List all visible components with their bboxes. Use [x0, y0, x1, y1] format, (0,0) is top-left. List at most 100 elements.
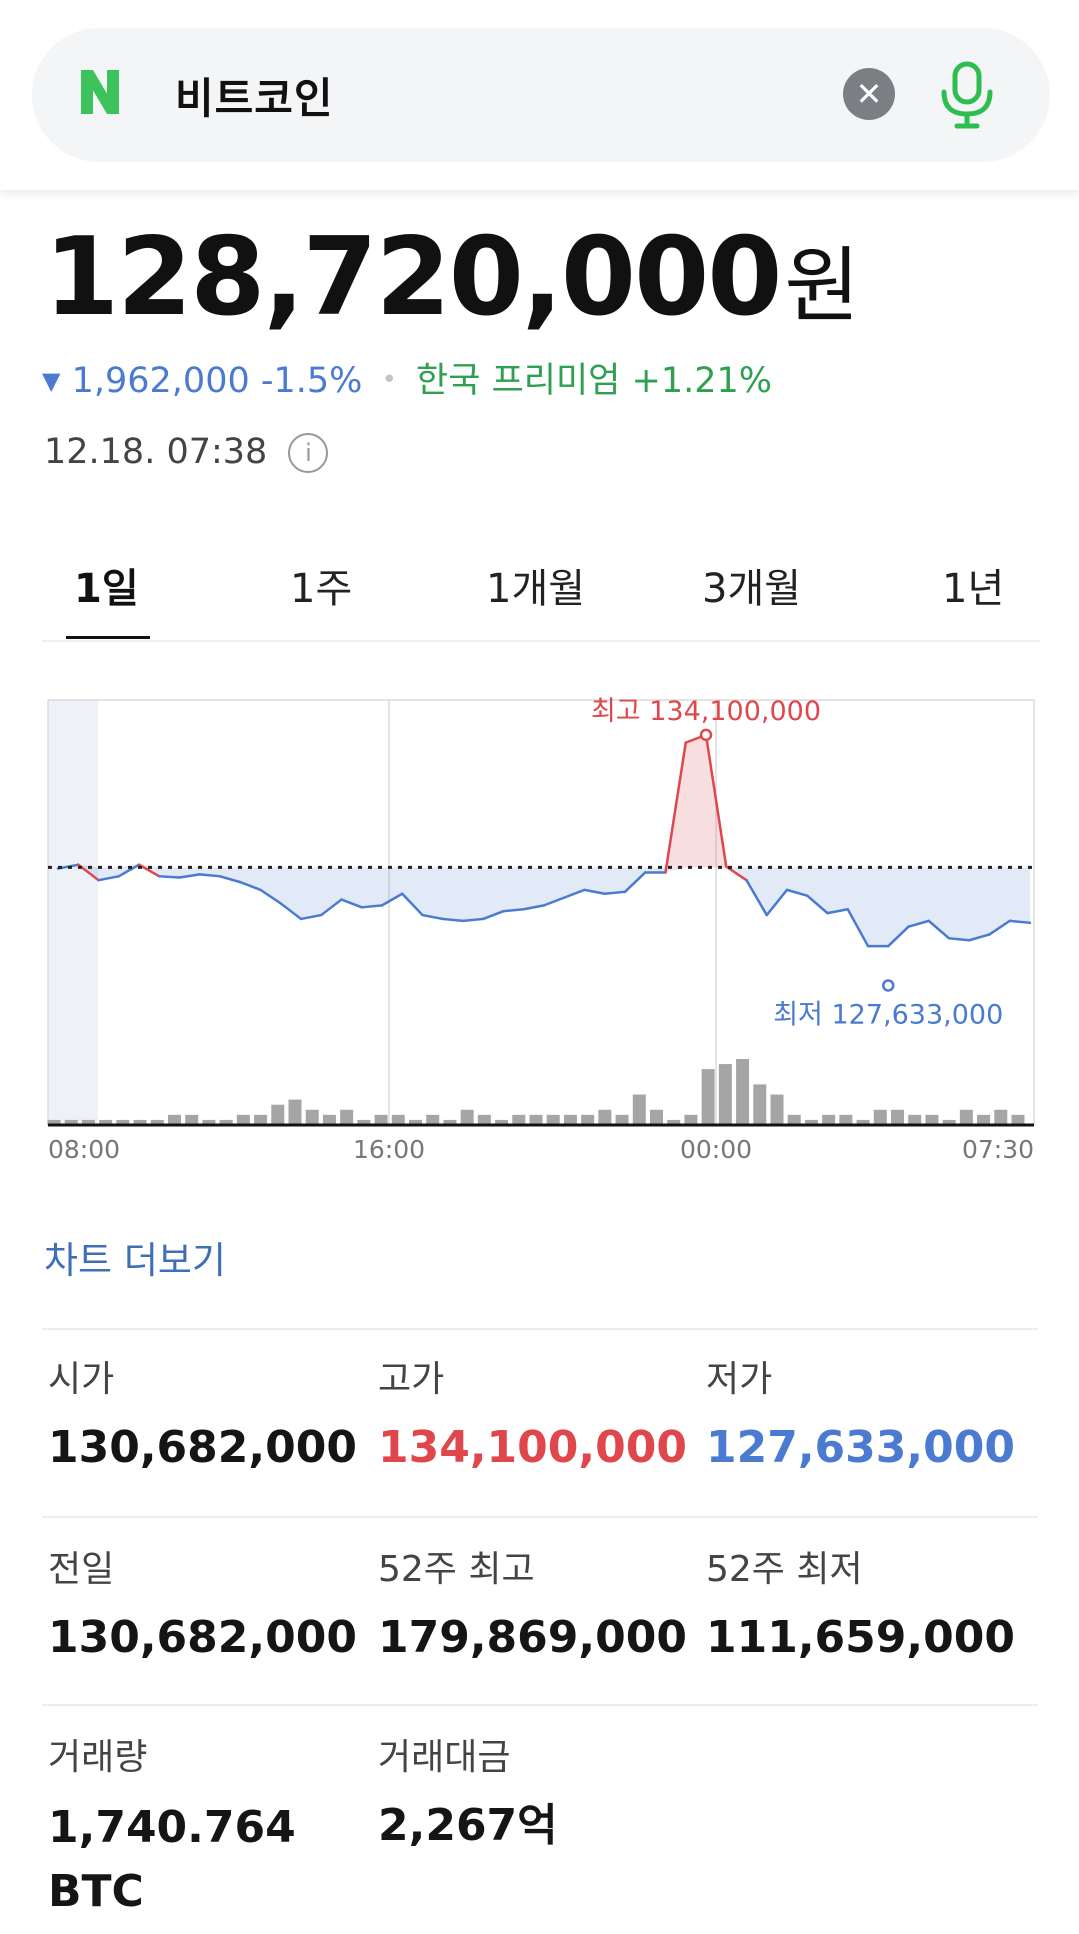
volume-bar — [409, 1119, 422, 1125]
stat-label: 시가 — [48, 1359, 115, 1400]
divider — [42, 1516, 1038, 1518]
volume-bar — [64, 1119, 78, 1125]
stat-prev-close: 전일 130,682,000 — [48, 1546, 357, 1668]
volume-bar — [374, 1114, 388, 1125]
price-line-segment — [178, 873, 201, 879]
volume-bar — [581, 1114, 595, 1125]
stat-52w-high: 52주 최고 179,869,000 — [378, 1546, 687, 1668]
price-line-segment — [259, 888, 282, 905]
stat-open: 시가 130,682,000 — [48, 1356, 357, 1478]
volume-bar — [426, 1114, 440, 1125]
tab-1week[interactable]: 1주 — [290, 566, 353, 612]
volume-bar — [701, 1069, 715, 1125]
price-line-segment — [117, 863, 141, 878]
stat-value: 1,740.764 BTC — [48, 1802, 296, 1917]
stat-52w-low: 52주 최저 111,659,000 — [706, 1546, 1015, 1668]
volume-bar — [443, 1119, 457, 1125]
volume-bar — [357, 1119, 371, 1125]
stat-label: 저가 — [706, 1359, 773, 1400]
x-tick-label: 08:00 — [48, 1135, 120, 1164]
stat-label: 전일 — [48, 1549, 115, 1590]
tab-3month[interactable]: 3개월 — [702, 566, 802, 612]
high-label: 최고 134,100,000 — [591, 696, 821, 727]
tab-1month[interactable]: 1개월 — [486, 566, 586, 612]
volume-bar — [150, 1119, 164, 1125]
tab-1day[interactable]: 1일 — [74, 566, 139, 612]
volume-bar — [753, 1084, 767, 1125]
volume-bar — [632, 1094, 646, 1125]
volume-bar — [271, 1104, 285, 1125]
stat-trade-amount: 거래대금 2,267억 — [378, 1734, 558, 1856]
volume-bar — [891, 1109, 904, 1125]
price-line-segment — [421, 913, 444, 921]
price-line-segment — [947, 937, 971, 942]
current-price: 128,720,000원 — [44, 218, 860, 347]
price-line-segment — [887, 925, 910, 948]
microphone-icon[interactable] — [935, 58, 1001, 132]
x-tick-label: 07:30 — [962, 1135, 1034, 1164]
price-line-segment — [1008, 919, 1032, 925]
volume-bar — [477, 1114, 491, 1125]
volume-bar — [236, 1114, 250, 1125]
info-icon[interactable]: i — [288, 433, 329, 473]
below-reference-fill — [58, 867, 1030, 947]
timestamp-text: 12.18. 07:38 — [44, 432, 268, 472]
volume-bar — [1011, 1114, 1025, 1125]
price-line-segment — [623, 871, 647, 894]
price-line-segment — [745, 878, 768, 917]
volume-bar — [977, 1114, 991, 1125]
price-line-segment — [158, 875, 181, 879]
search-query[interactable]: 비트코인 — [175, 74, 334, 123]
volume-bar — [908, 1114, 922, 1125]
volume-bar — [822, 1114, 836, 1125]
price-line-segment — [137, 863, 161, 878]
period-tabs: 1일 1주 1개월 3개월 1년 — [42, 548, 1040, 642]
price-chart[interactable]: 최고 134,100,000 최저 127,633,000 08:00 16:00 00… — [0, 690, 1079, 1180]
volume-bar — [942, 1119, 956, 1125]
stat-label: 52주 최고 — [378, 1549, 535, 1590]
price-line-segment — [968, 933, 991, 942]
price-line-segment — [482, 909, 505, 921]
stat-value: 2,267억 — [378, 1800, 558, 1851]
volume-bar — [959, 1109, 973, 1125]
price-line-segment — [198, 873, 222, 878]
naver-logo-icon[interactable] — [50, 42, 144, 136]
volume-bar — [460, 1109, 474, 1125]
price-unit: 원 — [784, 239, 859, 334]
price-line-segment — [522, 904, 546, 911]
stat-value: 127,633,000 — [706, 1422, 1015, 1473]
price-line-segment — [785, 888, 809, 897]
volume-bar — [305, 1109, 319, 1125]
volume-bar — [598, 1109, 612, 1125]
volume-bar — [615, 1114, 629, 1125]
volume-bar — [718, 1064, 732, 1125]
price-line-segment — [563, 888, 586, 899]
volume-bar — [47, 1119, 61, 1125]
volume-bar — [994, 1109, 1008, 1125]
price-line-segment — [907, 919, 930, 928]
volume-bar — [512, 1114, 526, 1125]
price-line-segment — [360, 904, 384, 909]
divider — [42, 1328, 1038, 1330]
chart-shade — [48, 700, 98, 1125]
active-tab-indicator — [66, 636, 150, 639]
stat-volume: 거래량 1,740.764 BTC — [48, 1734, 308, 1924]
stat-value: 111,659,000 — [706, 1612, 1015, 1663]
price-line-segment — [704, 733, 728, 868]
low-marker — [882, 979, 895, 992]
volume-bar — [219, 1119, 233, 1125]
price-line-segment — [988, 919, 1011, 936]
price-line-segment — [502, 908, 525, 913]
price-line-segment — [380, 892, 404, 907]
price-line-segment — [239, 880, 262, 892]
divider — [42, 1704, 1038, 1706]
stat-high: 고가 134,100,000 — [378, 1356, 687, 1478]
clear-icon[interactable]: ✕ — [843, 68, 895, 120]
volume-bar — [736, 1059, 750, 1125]
stat-label: 거래대금 — [378, 1737, 511, 1778]
tab-1year[interactable]: 1년 — [942, 566, 1005, 612]
chart-more-link[interactable]: 차트 더보기 — [44, 1239, 226, 1282]
search-header: 비트코인 ✕ — [0, 0, 1079, 190]
price-line-segment — [927, 919, 951, 940]
price-line-segment — [826, 908, 849, 915]
